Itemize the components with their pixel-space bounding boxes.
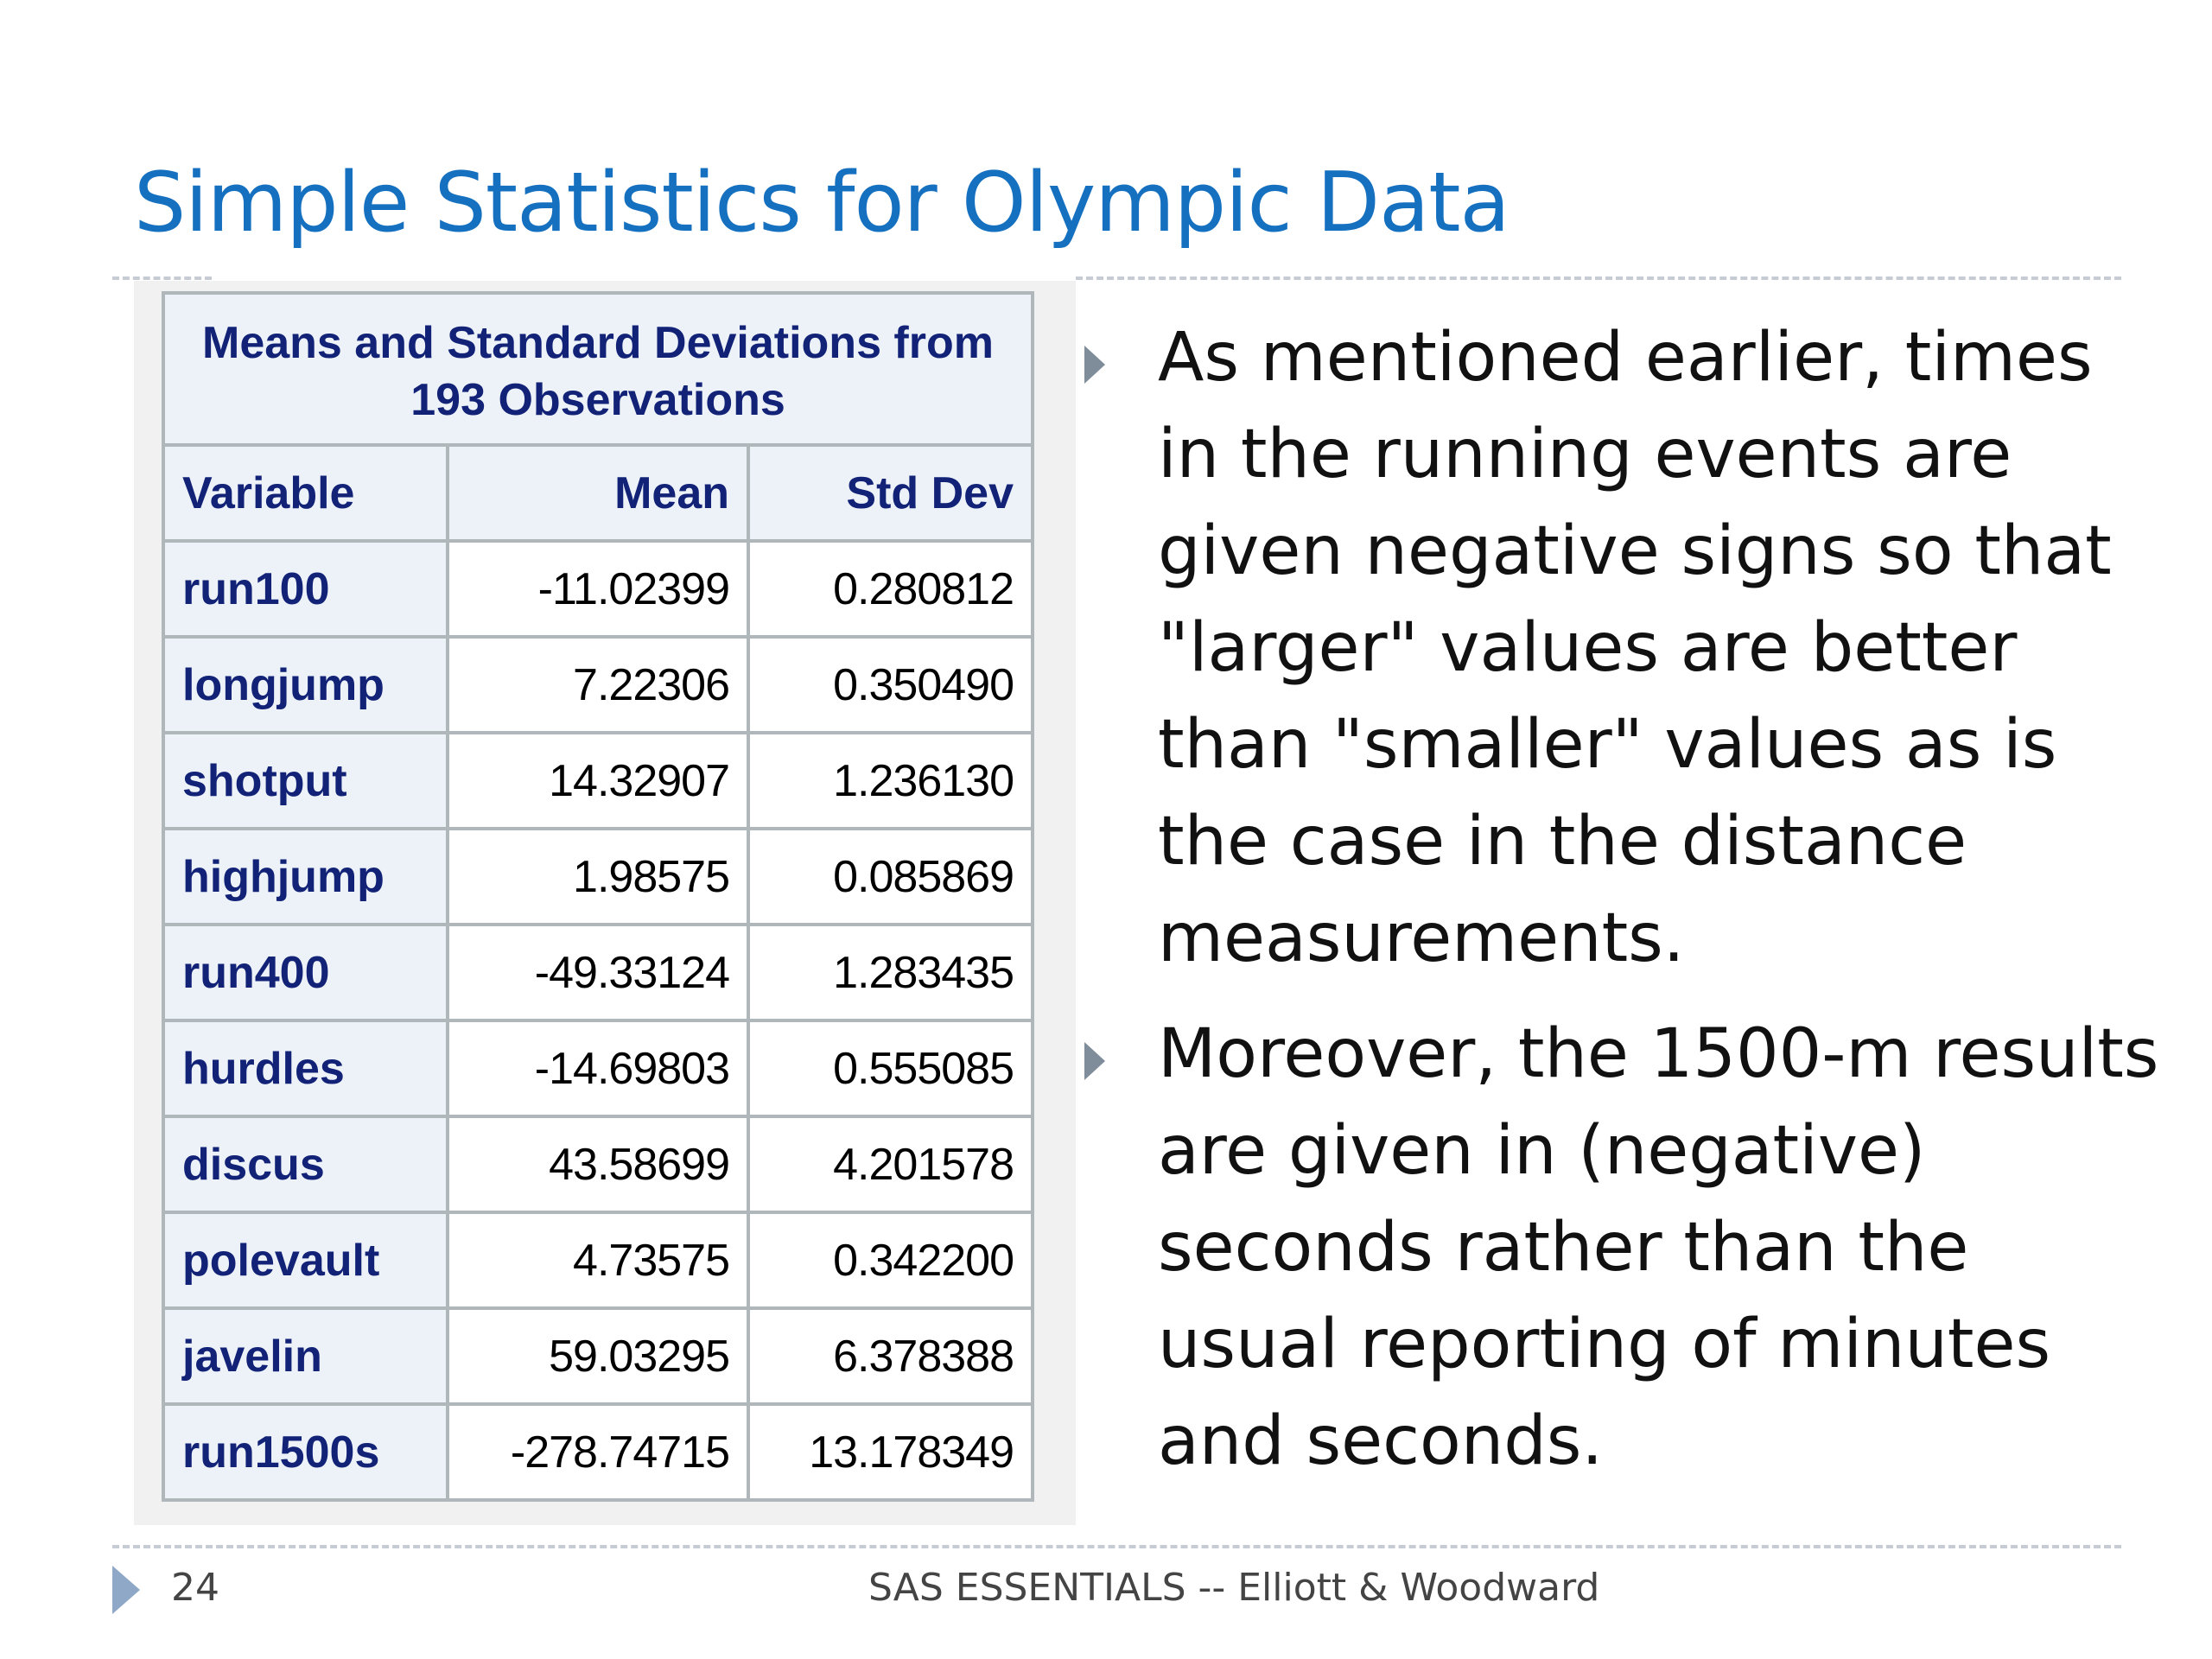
table-caption-line1: Means and Standard Deviations from [202,318,994,368]
mean-cell: 7.22306 [446,635,750,734]
std-dev-cell: 0.350490 [746,635,1035,734]
std-dev-cell: 0.280812 [746,539,1035,639]
table-row: polevault 4.73575 0.342200 [162,1211,1035,1310]
column-header-variable: Variable [162,443,449,543]
mean-cell: 1.98575 [446,827,750,926]
table-row: discus 43.58699 4.201578 [162,1115,1035,1214]
std-dev-cell: 1.283435 [746,923,1035,1022]
mean-cell: -14.69803 [446,1019,750,1118]
bullet-text: As mentioned earlier, times in the runni… [1158,319,2112,977]
std-dev-cell: 6.378388 [746,1306,1035,1406]
sas-output-panel: Means and Standard Deviations from 193 O… [134,281,1076,1525]
std-dev-cell: 0.085869 [746,827,1035,926]
bullet-text: Moreover, the 1500-m results are given i… [1158,1015,2159,1480]
table-row: highjump 1.98575 0.085869 [162,827,1035,926]
table-row: hurdles -14.69803 0.555085 [162,1019,1035,1118]
variable-cell: polevault [162,1211,449,1310]
means-table: Means and Standard Deviations from 193 O… [161,291,1035,1502]
mean-cell: 59.03295 [446,1306,750,1406]
bullet-arrow-icon [1084,1042,1105,1080]
variable-cell: shotput [162,731,449,830]
footer-text: SAS ESSENTIALS -- Elliott & Woodward [868,1566,1600,1610]
bullet-arrow-icon [1084,346,1105,384]
footer-arrow-icon [112,1566,140,1614]
column-header-std-dev: Std Dev [746,443,1035,543]
table-row: longjump 7.22306 0.350490 [162,635,1035,734]
mean-cell: 14.32907 [446,731,750,830]
std-dev-cell: 0.342200 [746,1211,1035,1310]
variable-cell: longjump [162,635,449,734]
variable-cell: run400 [162,923,449,1022]
title-divider-right [1076,276,2121,280]
std-dev-cell: 1.236130 [746,731,1035,830]
table-row: run400 -49.33124 1.283435 [162,923,1035,1022]
bullet-item: Moreover, the 1500-m results are given i… [1084,1006,2164,1490]
table-caption: Means and Standard Deviations from 193 O… [161,291,1035,447]
title-divider-left [112,276,212,280]
std-dev-cell: 4.201578 [746,1115,1035,1214]
mean-cell: 4.73575 [446,1211,750,1310]
mean-cell: -49.33124 [446,923,750,1022]
bullet-item: As mentioned earlier, times in the runni… [1084,309,2164,987]
mean-cell: -278.74715 [446,1402,750,1502]
bullet-list: As mentioned earlier, times in the runni… [1084,309,2164,1509]
page-number: 24 [171,1566,219,1610]
footer-divider [112,1545,2121,1548]
table-caption-line2: 193 Observations [410,375,785,425]
variable-cell: highjump [162,827,449,926]
variable-cell: run100 [162,539,449,639]
variable-cell: discus [162,1115,449,1214]
table-row: run1500s -278.74715 13.178349 [162,1402,1035,1502]
std-dev-cell: 0.555085 [746,1019,1035,1118]
slide-title: Simple Statistics for Olympic Data [134,156,1510,251]
table-row: javelin 59.03295 6.378388 [162,1306,1035,1406]
mean-cell: 43.58699 [446,1115,750,1214]
column-header-mean: Mean [446,443,750,543]
mean-cell: -11.02399 [446,539,750,639]
table-row: run100 -11.02399 0.280812 [162,539,1035,639]
table-row: shotput 14.32907 1.236130 [162,731,1035,830]
variable-cell: hurdles [162,1019,449,1118]
variable-cell: javelin [162,1306,449,1406]
std-dev-cell: 13.178349 [746,1402,1035,1502]
variable-cell: run1500s [162,1402,449,1502]
